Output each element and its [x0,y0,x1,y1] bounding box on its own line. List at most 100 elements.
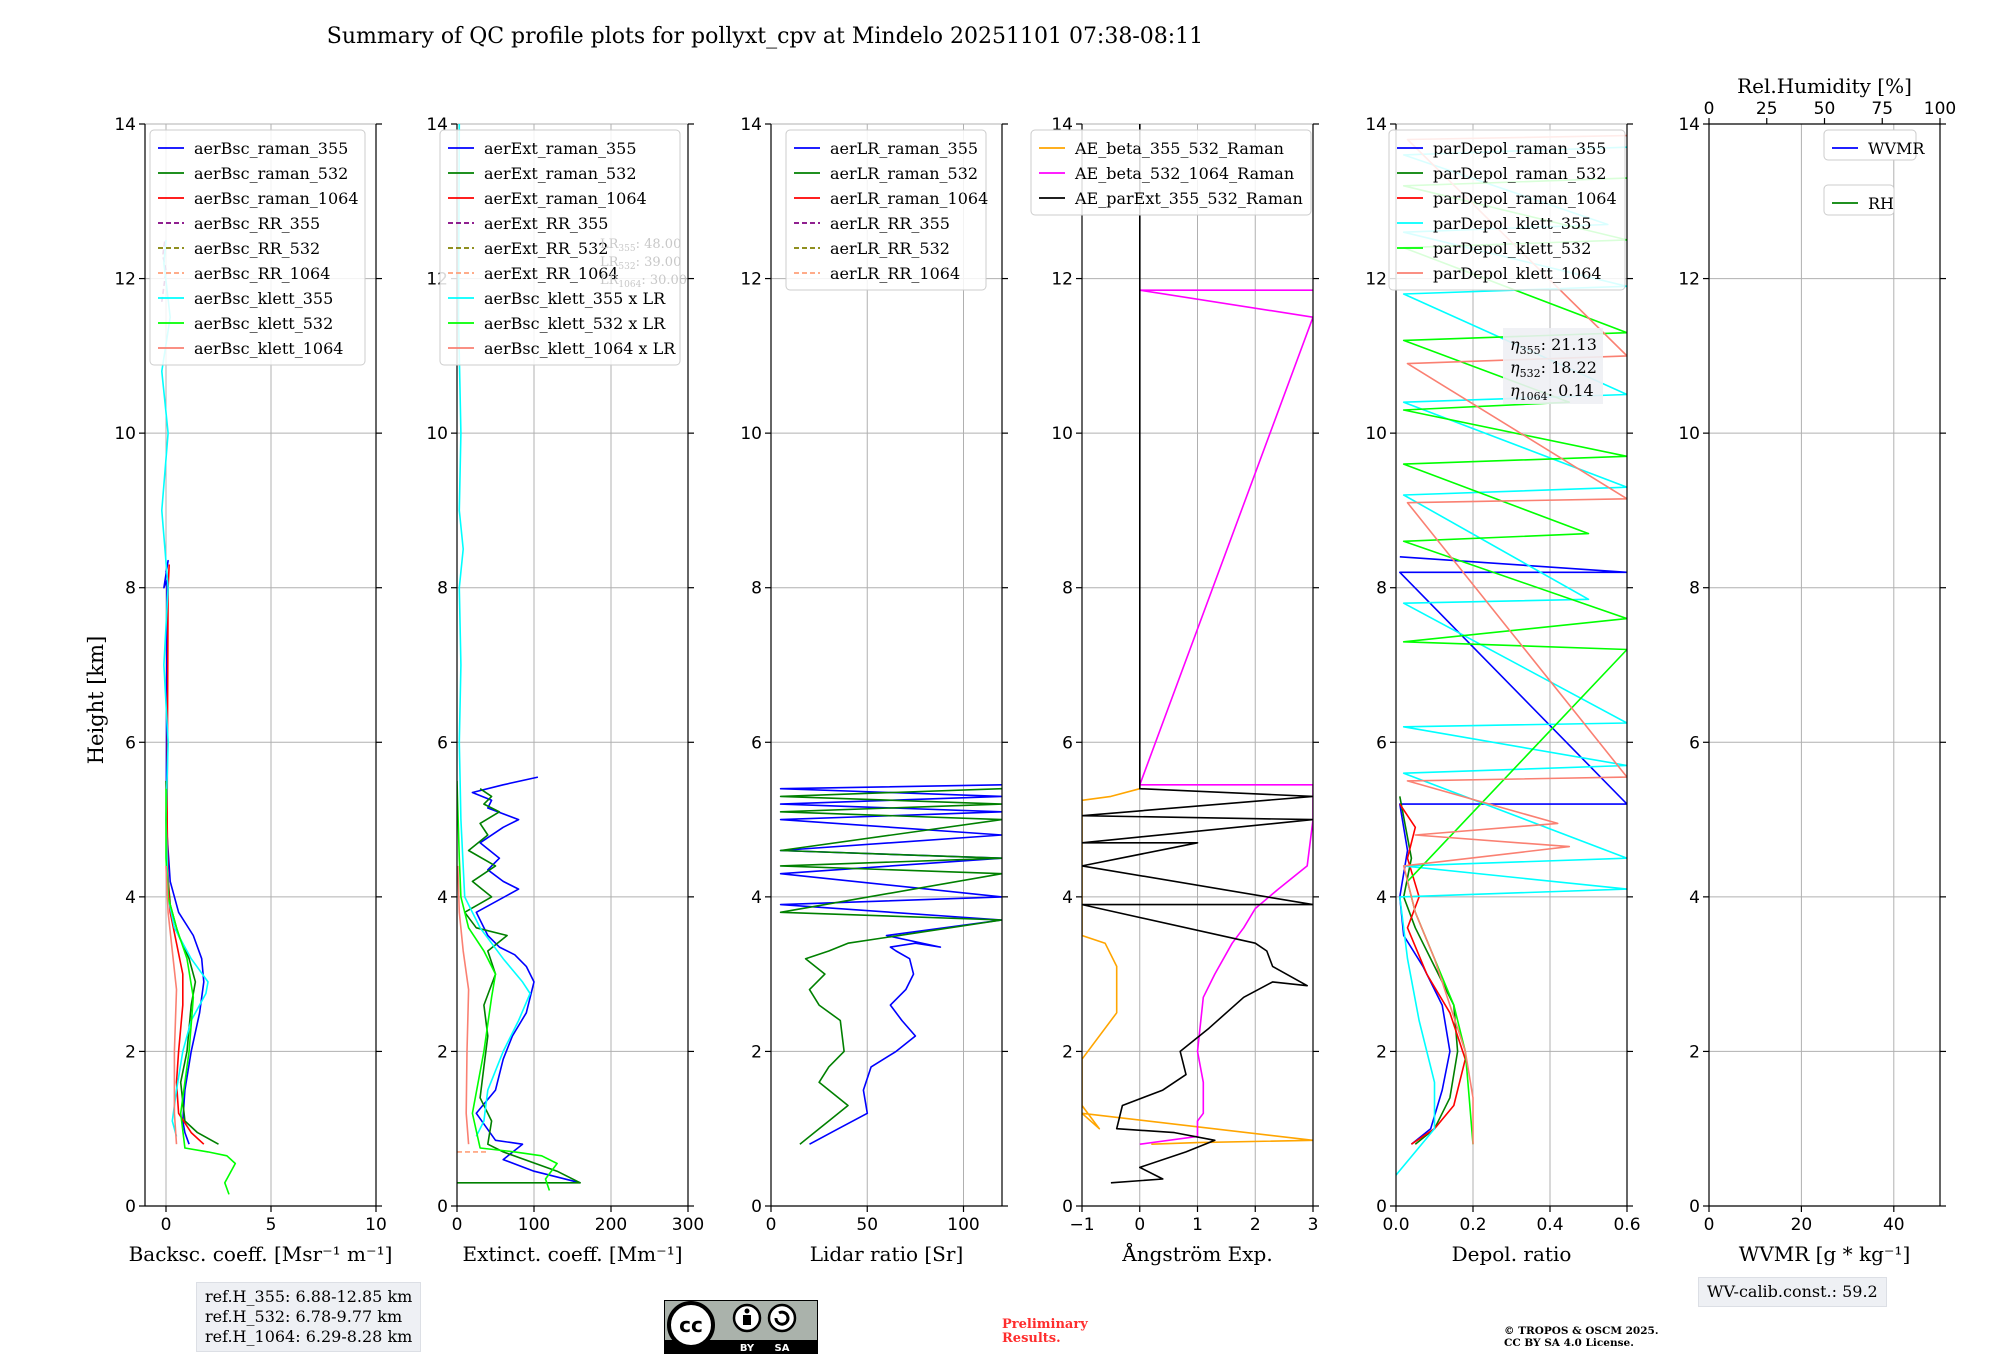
y-tick-label: 8 [125,579,136,599]
lr-label-band: 355 [618,244,635,254]
series-group [1396,134,1627,1176]
x-tick-label: 50 [856,1215,878,1235]
panel-bsc: 0 5 10 0 2 4 6 8 10 12 14 Backsc. coeff. [Msr⁻¹ m⁻¹… [114,115,392,1266]
eta-value: : 0.14 [1548,381,1594,400]
x-axis-label: Backsc. coeff. [Msr⁻¹ m⁻¹] [129,1242,393,1266]
legend-label: parDepol_raman_1064 [1433,189,1617,208]
x-axis-label: WVMR [g * kg⁻¹] [1739,1242,1911,1266]
reference-height-box: ref.H_355: 6.88-12.85 km ref.H_532: 6.78… [196,1282,422,1352]
legend-label: aerBsc_raman_355 [194,139,348,158]
legend-label: aerBsc_raman_532 [194,164,348,183]
legend-label: AE_beta_532_1064_Raman [1074,164,1294,183]
y-tick-label: 6 [125,733,136,753]
y-tick-label: 10 [740,424,762,444]
legend-label: aerLR_raman_1064 [830,189,988,208]
x-axis-label: Ångström Exp. [1121,1241,1272,1266]
series-line-aerExt_raman_532 [457,788,582,1184]
lr-label: LR355: 48.00 [600,237,681,254]
lr-label-value: : 39.00 [636,255,682,270]
legend-label: aerBsc_klett_532 x LR [484,314,666,333]
y-tick-label: 0 [437,1197,448,1217]
y-tick-label: 14 [114,115,136,135]
series-group [1082,124,1313,1184]
x-tick-label: 1 [1192,1215,1203,1235]
series-group [457,124,582,1191]
legend-label: aerLR_raman_532 [830,164,978,183]
legend-box [785,129,987,291]
copyright-line-2: CC BY SA 4.0 License. [1504,1337,1634,1349]
lr-label-symbol: LR [600,273,620,288]
eta-label: η355: 21.13 [1510,335,1597,357]
legend-label: aerBsc_RR_355 [194,214,320,233]
eta-band: 532 [1520,367,1541,380]
legend-box [1030,129,1312,216]
legend-label: aerExt_raman_355 [484,139,637,158]
series-line-aerBsc_klett_1064 [165,865,178,1145]
x-tick-label: 0 [766,1215,777,1235]
legend-label: AE_parExt_355_532_Raman [1074,189,1303,208]
legend-label: aerExt_raman_1064 [484,189,647,208]
lr-label-value: : 48.00 [636,237,682,252]
y-tick-label: 0 [1062,1197,1073,1217]
series-line-aerBsc_klett_532 x LR [457,780,558,1191]
x-tick-label: 5 [266,1215,277,1235]
legend-label: aerBsc_RR_532 [194,239,320,258]
x2-tick-label: 50 [1814,99,1836,119]
cc-by-text: BY [740,1343,755,1354]
y-tick-label: 2 [125,1042,136,1062]
x2-tick-label: 25 [1756,99,1778,119]
lr-label-value: : 30.00 [641,273,687,288]
legend-label: AE_beta_355_532_Raman [1074,139,1284,158]
series-line-parDepol_raman_532 [1399,796,1459,1145]
legend-box [149,129,366,366]
x-tick-label: 0.4 [1536,1215,1563,1235]
x-tick-label: 10 [365,1215,387,1235]
legend-label: aerLR_RR_532 [830,239,950,258]
ref-height-532: ref.H_532: 6.78-9.77 km [205,1307,403,1326]
eta-value: : 18.22 [1541,358,1597,377]
preliminary-line-1: Preliminary [1002,1317,1088,1332]
preliminary-line-2: Results. [1002,1331,1061,1346]
y-tick-label: 8 [437,579,448,599]
legend-label: parDepol_raman_355 [1433,139,1606,158]
panel-depol: 0.0 0.2 0.4 0.6 0 2 4 6 8 10 12 14 Depol. ratio parDe… [1365,115,1640,1266]
legend-label: parDepol_klett_355 [1433,214,1591,233]
legend-label: WVMR [1868,139,1925,158]
eta-band: 355 [1520,344,1541,357]
series-line-parDepol_raman_1064 [1399,803,1467,1145]
y-tick-label: 10 [1678,424,1700,444]
y-tick-label: 0 [125,1197,136,1217]
series-line-parDepol_klett_355 [1396,146,1627,1176]
y-tick-label: 4 [1689,888,1700,908]
figure-title: Summary of QC profile plots for pollyxt_… [327,24,1203,49]
y-tick-label: 14 [1365,115,1387,135]
y-tick-label: 4 [1376,888,1387,908]
legend-label: aerLR_RR_1064 [830,264,960,283]
y-tick-label: 10 [1365,424,1387,444]
x2-tick-label: 0 [1704,99,1715,119]
legend-label: parDepol_klett_1064 [1433,264,1602,283]
legend-label: parDepol_klett_532 [1433,239,1591,258]
eta-symbol: η [1510,381,1520,400]
y-tick-label: 0 [1689,1197,1700,1217]
series-line-aerBsc_klett_355 x LR [457,124,531,1137]
legend-label: aerBsc_klett_355 x LR [484,289,666,308]
y-tick-label: 10 [426,424,448,444]
copyright-note: © TROPOS & OSCM 2025. CC BY SA 4.0 Licen… [1504,1325,1659,1349]
x-axis-label: Depol. ratio [1452,1242,1572,1266]
legend-label: aerBsc_raman_1064 [194,189,359,208]
x-tick-label: 40 [1883,1215,1905,1235]
eta-value: : 21.13 [1541,335,1597,354]
series-line-aerBsc_klett_1064 x LR [457,865,470,1145]
cc-by-sa-logo: cc BY SA [664,1300,818,1354]
eta-symbol: η [1510,358,1520,377]
legend-label: aerExt_RR_1064 [484,264,619,283]
lr-label-band: 532 [618,262,635,272]
series-line-AE_parExt_355_532_Raman [1082,124,1313,1184]
y-tick-label: 6 [1689,733,1700,753]
y-tick-label: 4 [751,888,762,908]
legend-box [1823,129,1917,161]
